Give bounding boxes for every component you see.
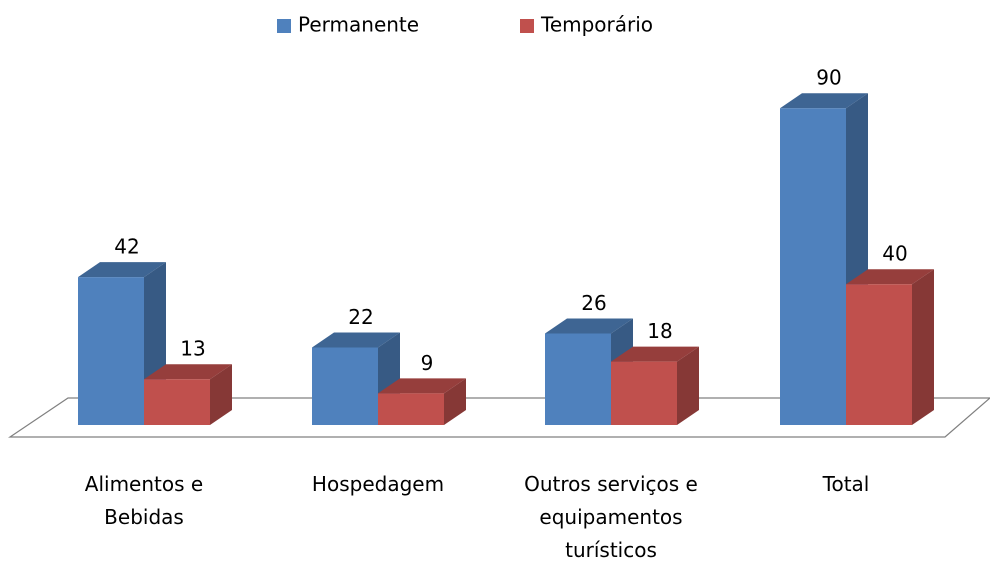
bar-face: [846, 269, 934, 285]
data-label: 9: [421, 351, 434, 375]
legend-swatch: [520, 19, 534, 33]
bar: [846, 269, 934, 425]
bar-face: [78, 262, 166, 278]
bar-face: [611, 361, 677, 425]
bar-face: [545, 333, 611, 425]
bar-face: [846, 284, 912, 425]
bar: [144, 364, 232, 425]
legend-label: Permanente: [298, 13, 419, 37]
x-tick-label: Alimentos e Bebidas: [84, 472, 204, 529]
bar-face: [312, 332, 400, 348]
bar-face: [912, 269, 934, 425]
data-label: 40: [882, 242, 907, 266]
floor: [8, 397, 990, 438]
bar: [378, 378, 466, 425]
data-label: 26: [581, 291, 606, 315]
bar-face: [78, 277, 144, 425]
bar-face: [444, 378, 466, 425]
bar: [545, 318, 633, 425]
bar-face: [677, 346, 699, 425]
bar-face: [210, 364, 232, 425]
bar-face: [144, 364, 232, 380]
data-label: 18: [647, 319, 672, 343]
legend-label: Temporário: [540, 13, 653, 37]
data-label: 22: [348, 305, 373, 329]
bar-face: [780, 108, 846, 425]
bar-face: [611, 346, 699, 362]
bar-face: [378, 378, 466, 394]
legend-swatch: [277, 19, 291, 33]
bar-face: [545, 318, 633, 334]
bar: [611, 346, 699, 425]
data-label: 90: [816, 66, 841, 90]
x-tick-label: Total: [822, 472, 870, 496]
data-label: 42: [114, 235, 139, 259]
bar-face: [144, 379, 210, 425]
bar-face: [312, 347, 378, 425]
bar-face: [780, 93, 868, 109]
bar-face: [378, 393, 444, 425]
data-label: 13: [180, 337, 205, 361]
x-tick-label: Hospedagem: [311, 472, 445, 496]
x-tick-label: Outros serviços e equipamentos turístico…: [524, 472, 698, 562]
